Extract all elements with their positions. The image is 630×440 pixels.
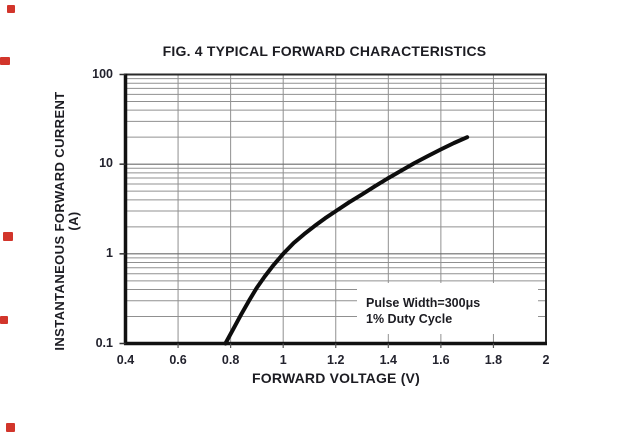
y-axis-label: INSTANTANEOUS FORWARD CURRENT (A) [52,76,83,366]
x-tick-label: 1.8 [484,353,503,367]
red-edge-mark [7,5,15,13]
x-tick-label: 0.8 [221,353,240,367]
x-tick-label: 1.4 [379,353,397,367]
y-axis-label-line1: INSTANTANEOUS FORWARD CURRENT [52,91,67,351]
red-edge-mark [0,316,8,324]
y-tick-label: 1 [106,245,113,260]
chart-title: FIG. 4 TYPICAL FORWARD CHARACTERISTICS [162,43,487,59]
y-axis-label-line2: (A) [66,211,81,231]
annotation-duty-cycle: 1% Duty Cycle [366,312,453,326]
x-tick-label: 1 [279,353,287,367]
y-tick-label: 100 [92,66,113,81]
x-tick-label: 1.6 [432,353,450,367]
annotation-pulse-width: Pulse Width=300μs [366,296,481,310]
red-edge-mark [3,232,13,241]
y-tick-label: 0.1 [95,335,113,350]
red-edge-mark [6,423,15,432]
red-edge-mark [0,57,10,65]
x-tick-label: 0.6 [169,353,187,367]
x-tick-label: 0.4 [116,353,135,367]
x-tick-label: 2 [542,353,550,367]
forward-characteristic-curve [223,135,470,346]
x-tick-label: 1.2 [327,353,345,367]
y-tick-label: 10 [99,156,113,171]
tick-marks [119,73,495,348]
x-axis-label: FORWARD VOLTAGE (V) [252,370,420,386]
annotation-box [357,283,538,334]
